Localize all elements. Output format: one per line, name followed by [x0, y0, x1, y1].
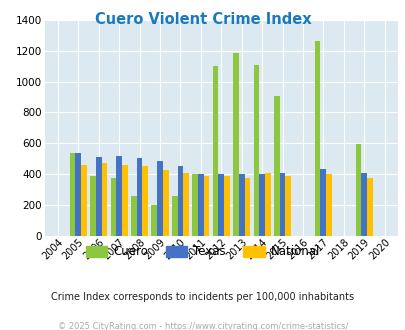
Bar	[198, 174, 203, 236]
Legend: Cuero, Texas, National: Cuero, Texas, National	[81, 241, 324, 263]
Bar	[366, 178, 372, 236]
Bar	[279, 173, 285, 236]
Text: Crime Index corresponds to incidents per 100,000 inhabitants: Crime Index corresponds to incidents per…	[51, 292, 354, 302]
Bar	[203, 176, 209, 236]
Bar	[244, 178, 249, 236]
Bar	[157, 161, 162, 236]
Bar	[151, 205, 157, 236]
Bar	[259, 174, 264, 236]
Bar	[136, 158, 142, 236]
Bar	[192, 174, 198, 236]
Bar	[177, 166, 183, 236]
Bar	[183, 174, 189, 236]
Bar	[355, 144, 360, 236]
Bar	[75, 152, 81, 236]
Bar	[131, 196, 136, 236]
Text: Cuero Violent Crime Index: Cuero Violent Crime Index	[94, 12, 311, 26]
Bar	[142, 166, 148, 236]
Bar	[162, 170, 168, 236]
Bar	[232, 53, 238, 236]
Text: © 2025 CityRating.com - https://www.cityrating.com/crime-statistics/: © 2025 CityRating.com - https://www.city…	[58, 322, 347, 330]
Bar	[212, 66, 218, 236]
Bar	[285, 176, 290, 236]
Bar	[360, 173, 366, 236]
Bar	[238, 174, 244, 236]
Bar	[110, 178, 116, 236]
Bar	[253, 65, 259, 236]
Bar	[320, 169, 325, 236]
Bar	[264, 174, 270, 236]
Bar	[116, 156, 122, 236]
Bar	[96, 157, 101, 236]
Bar	[325, 174, 331, 236]
Bar	[171, 196, 177, 236]
Bar	[122, 165, 128, 236]
Bar	[70, 152, 75, 236]
Bar	[101, 163, 107, 236]
Bar	[224, 176, 229, 236]
Bar	[81, 165, 87, 236]
Bar	[273, 96, 279, 236]
Bar	[90, 176, 96, 236]
Bar	[218, 174, 224, 236]
Bar	[314, 42, 320, 236]
